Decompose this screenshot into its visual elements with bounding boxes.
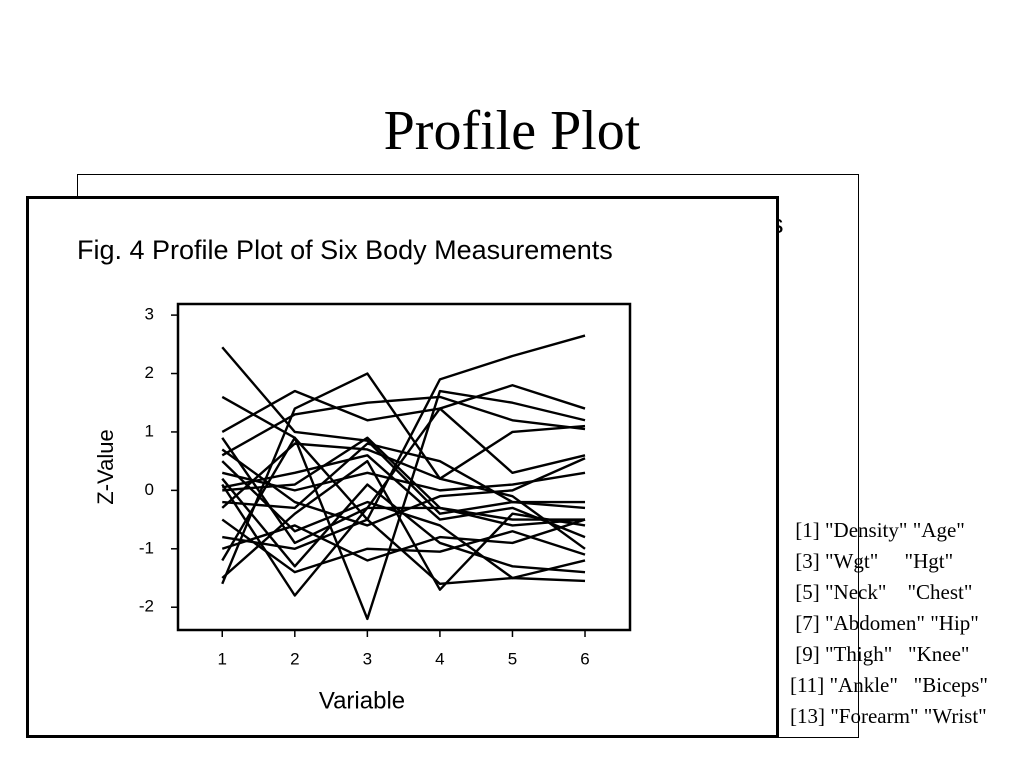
- y-tick-label: 1: [145, 421, 154, 440]
- r-output-line: [11] "Ankle" "Biceps": [790, 673, 988, 697]
- profile-line: [221, 477, 586, 574]
- profile-line: [221, 372, 586, 585]
- x-axis-label: Variable: [319, 687, 405, 714]
- profile-line: [222, 442, 586, 510]
- x-tick-label: 2: [290, 649, 299, 668]
- y-tick-label: 2: [145, 363, 154, 382]
- r-output-line: [5] "Neck" "Chest": [790, 580, 972, 604]
- r-output-line: [7] "Abdomen" "Hip": [790, 611, 979, 635]
- x-tick-label: 5: [508, 649, 517, 668]
- x-tick-label: 1: [218, 649, 227, 668]
- plot: -2 -1 0 1 2 3 1 2 3 4 5 6: [139, 302, 632, 668]
- profile-line: [221, 334, 586, 521]
- profile-line: [221, 395, 586, 457]
- chart-panel: [26, 196, 779, 738]
- profile-line: [221, 442, 586, 550]
- r-output: [1] "Density" "Age" [3] "Wgt" "Hgt" [5] …: [790, 518, 988, 728]
- profile-line: [222, 518, 586, 586]
- x-tick-label: 6: [580, 649, 589, 668]
- profile-line: [221, 448, 586, 527]
- plot-frame: [176, 302, 632, 632]
- r-output-line: [1] "Density" "Age": [790, 518, 965, 542]
- profile-line: [221, 518, 586, 574]
- profile-line: [221, 518, 586, 562]
- x-tick-label: 4: [435, 649, 444, 668]
- chart-title: Fig. 4 Profile Plot of Six Body Measurem…: [77, 235, 613, 265]
- profile-line: [221, 471, 586, 492]
- r-output-line: [13] "Forearm" "Wrist": [790, 704, 987, 728]
- y-tick-label: 0: [145, 480, 154, 499]
- y-tick-label: 3: [145, 305, 154, 324]
- r-output-line: [9] "Thigh" "Knee": [790, 642, 970, 666]
- profile-line: [221, 407, 586, 597]
- profile-line: [222, 436, 586, 521]
- x-tick-label: 3: [363, 649, 372, 668]
- profile-line: [222, 454, 586, 539]
- r-output-line: [3] "Wgt" "Hgt": [790, 549, 953, 573]
- y-tick-label: -1: [139, 538, 154, 557]
- y-axis-label: Z-Value: [93, 429, 118, 504]
- profile-line: [221, 389, 586, 621]
- profile-line: [221, 437, 586, 545]
- profile-line: [221, 384, 586, 433]
- slide-title: Profile Plot: [384, 100, 641, 162]
- y-tick-label: -2: [139, 597, 154, 616]
